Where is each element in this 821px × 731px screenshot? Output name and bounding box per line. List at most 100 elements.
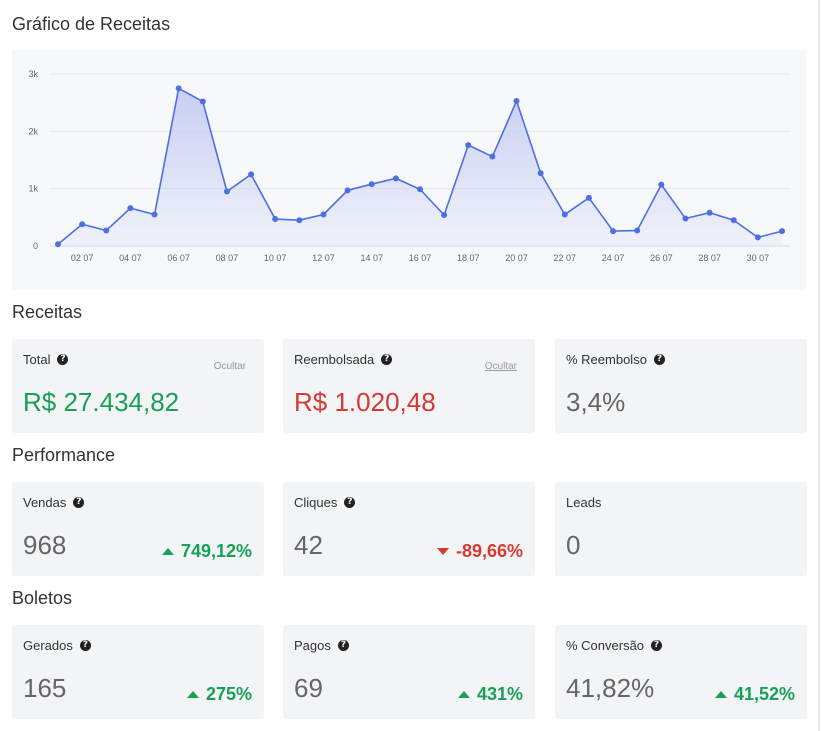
data-point xyxy=(272,216,279,223)
help-icon[interactable]: ? xyxy=(57,354,69,365)
help-icon[interactable]: ? xyxy=(344,497,356,508)
card-gerados: Gerados? 165 275% xyxy=(12,625,264,719)
data-point xyxy=(344,187,351,194)
x-tick-label: 28 07 xyxy=(698,253,721,263)
data-point xyxy=(127,205,134,212)
card-value-reembolso-pct: 3,4% xyxy=(566,387,626,417)
revenue-chart: 0 1k 2k 3k 02 07 04 07 06 07 08 07 10 07 12 07 14 … xyxy=(12,50,806,290)
data-point xyxy=(489,153,496,160)
delta-conversao-value: 41,52% xyxy=(733,684,795,704)
x-tick-label: 20 07 xyxy=(505,253,528,263)
card-leads: Leads 0 xyxy=(555,482,807,576)
help-icon[interactable]: ? xyxy=(653,354,665,365)
card-value-cliques: 42 xyxy=(294,530,323,560)
x-tick-label: 02 07 xyxy=(71,253,94,263)
card-label-leads: Leads xyxy=(566,495,602,510)
x-tick-label: 04 07 xyxy=(119,253,142,263)
data-point xyxy=(79,221,86,228)
y-tick-label: 1k xyxy=(28,184,38,194)
y-tick-label: 2k xyxy=(28,126,38,136)
data-point xyxy=(634,227,641,234)
data-point xyxy=(248,171,255,178)
x-tick-label: 24 07 xyxy=(602,253,625,263)
data-point xyxy=(537,170,544,177)
card-reembolsada: Reembolsada? Ocultar R$ 1.020,48 xyxy=(283,339,535,433)
delta-gerados: 275% xyxy=(186,684,252,705)
delta-gerados-value: 275% xyxy=(205,684,252,704)
data-point xyxy=(151,211,158,218)
data-point xyxy=(513,97,520,104)
help-icon[interactable]: ? xyxy=(381,354,393,365)
hide-total-link[interactable]: Ocultar xyxy=(213,361,246,372)
triangle-up-icon xyxy=(714,691,727,698)
delta-cliques-value: -89,66% xyxy=(455,541,523,561)
data-point xyxy=(561,211,568,218)
data-point xyxy=(610,228,617,235)
revenue-chart-svg: 0 1k 2k 3k 02 07 04 07 06 07 08 07 10 07 12 07 14 … xyxy=(28,69,790,263)
data-point xyxy=(441,212,448,219)
y-tick-label: 0 xyxy=(33,241,38,251)
card-reembolso-pct: % Reembolso? 3,4% xyxy=(555,339,807,433)
card-label-reembolsada: Reembolsada xyxy=(294,352,375,367)
card-label-total: Total xyxy=(23,352,51,367)
data-point xyxy=(223,188,230,195)
data-point xyxy=(706,209,713,216)
x-tick-label: 18 07 xyxy=(457,253,480,263)
y-tick-label: 3k xyxy=(28,69,38,79)
section-title-boletos: Boletos xyxy=(12,588,73,608)
data-point xyxy=(199,98,206,105)
delta-vendas-value: 749,12% xyxy=(180,541,252,561)
delta-vendas: 749,12% xyxy=(161,541,252,562)
card-label-pagos: Pagos xyxy=(294,638,331,653)
triangle-up-icon xyxy=(457,691,470,698)
x-tick-label: 16 07 xyxy=(409,253,432,263)
card-value-leads: 0 xyxy=(566,530,581,560)
card-conversao: % Conversão? 41,82% 41,52% xyxy=(555,625,807,719)
card-vendas: Vendas? 968 749,12% xyxy=(12,482,264,576)
card-value-pagos: 69 xyxy=(294,673,323,703)
card-label-gerados: Gerados xyxy=(23,638,73,653)
delta-pagos-value: 431% xyxy=(476,684,523,704)
card-value-gerados: 165 xyxy=(23,673,67,703)
section-title-receitas: Receitas xyxy=(12,302,83,322)
data-point xyxy=(585,194,592,201)
data-point xyxy=(730,217,737,224)
x-tick-label: 22 07 xyxy=(554,253,577,263)
data-point xyxy=(682,215,689,222)
help-icon[interactable]: ? xyxy=(79,640,91,651)
card-label-cliques: Cliques xyxy=(294,495,338,510)
card-label-conversao: % Conversão xyxy=(566,638,645,653)
x-tick-label: 06 07 xyxy=(167,253,190,263)
card-total: Total? Ocultar R$ 27.434,82 xyxy=(12,339,264,433)
x-tick-label: 26 07 xyxy=(650,253,673,263)
card-label-reembolso-pct: % Reembolso xyxy=(566,352,647,367)
delta-conversao: 41,52% xyxy=(714,684,795,705)
section-title-performance: Performance xyxy=(12,445,116,465)
help-icon[interactable]: ? xyxy=(651,640,663,651)
data-point xyxy=(175,85,182,92)
card-value-vendas: 968 xyxy=(23,530,67,560)
data-point xyxy=(658,181,665,188)
data-point xyxy=(417,186,423,193)
x-tick-label: 08 07 xyxy=(216,253,239,263)
help-icon[interactable]: ? xyxy=(73,497,85,508)
help-icon[interactable]: ? xyxy=(337,640,349,651)
x-tick-label: 14 07 xyxy=(360,253,383,263)
card-pagos: Pagos? 69 431% xyxy=(283,625,535,719)
data-point xyxy=(55,241,61,248)
data-point xyxy=(779,228,785,235)
data-point xyxy=(754,234,761,241)
triangle-up-icon xyxy=(186,691,199,698)
chart-section-title: Gráfico de Receitas xyxy=(12,14,171,34)
x-tick-label: 30 07 xyxy=(747,253,770,263)
x-tick-label: 10 07 xyxy=(264,253,287,263)
delta-pagos: 431% xyxy=(457,684,523,705)
hide-reembolsada-link[interactable]: Ocultar xyxy=(484,361,517,372)
card-value-total: R$ 27.434,82 xyxy=(23,387,180,417)
x-tick-label: 12 07 xyxy=(312,253,335,263)
data-point xyxy=(368,181,375,188)
card-value-reembolsada: R$ 1.020,48 xyxy=(294,387,436,417)
data-point xyxy=(465,142,472,149)
delta-cliques: -89,66% xyxy=(436,541,523,562)
data-point xyxy=(392,175,399,182)
